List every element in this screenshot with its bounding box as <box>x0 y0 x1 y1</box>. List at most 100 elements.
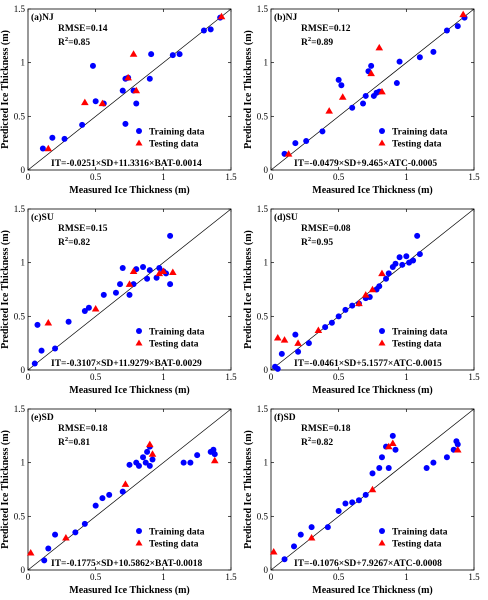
r2-value: =0.95 <box>311 238 333 248</box>
rmse-text: RMSE=0.15 <box>58 224 108 234</box>
y-axis-title: Predicted Ice Thickness (m) <box>0 230 11 349</box>
r2-value: =0.82 <box>68 238 90 248</box>
training-point <box>342 306 349 313</box>
training-point <box>324 524 331 531</box>
training-point <box>368 62 375 69</box>
y-tick-label: 0 <box>264 365 269 375</box>
training-point <box>133 100 140 107</box>
one-to-one-line <box>27 8 232 171</box>
rmse-text: RMSE=0.08 <box>301 224 351 234</box>
training-point <box>149 456 156 463</box>
panel-label: (f)SD <box>274 412 296 423</box>
training-point <box>396 254 403 261</box>
plot-frame <box>27 8 232 171</box>
testing-point <box>129 267 138 274</box>
y-tick-label: 0.5 <box>257 511 269 521</box>
training-point <box>360 100 367 107</box>
y-axis-title: Predicted Ice Thickness (m) <box>0 30 11 149</box>
testing-point <box>81 98 89 106</box>
x-tick-label: 0 <box>269 172 274 182</box>
training-point <box>369 470 376 477</box>
training-point <box>148 51 155 58</box>
x-tick-label: 1.5 <box>225 172 237 182</box>
testing-point <box>169 268 177 276</box>
r2-prefix: R <box>301 238 308 248</box>
r2-superscript: 2 <box>308 236 311 243</box>
x-tick-label: 0.5 <box>333 572 345 582</box>
legend-testing-marker <box>135 139 143 146</box>
training-point <box>49 134 56 141</box>
r2-superscript: 2 <box>308 436 311 443</box>
training-point <box>335 76 342 83</box>
training-point <box>180 459 187 466</box>
x-tick-label: 0.5 <box>90 572 102 582</box>
training-point <box>385 270 392 277</box>
training-point <box>169 52 176 59</box>
legend-training-label: Training data <box>392 528 448 538</box>
legend-testing-marker <box>135 339 143 346</box>
regression-equation: IT=-0.0461×SD+5.1577×ATC-0.0015 <box>294 359 442 369</box>
training-point <box>153 274 160 281</box>
y-tick-label: 1 <box>21 258 26 268</box>
r2-prefix: R <box>58 38 65 48</box>
training-point <box>72 529 79 536</box>
testing-point <box>368 485 377 493</box>
legend-testing-label: Testing data <box>392 540 442 550</box>
x-tick-label: 0.5 <box>90 372 102 382</box>
x-tick-label: 1.5 <box>225 572 237 582</box>
testing-point <box>146 440 154 448</box>
training-point <box>126 461 133 468</box>
legend-training-marker <box>136 528 142 534</box>
rmse-text: RMSE=0.12 <box>301 24 351 34</box>
rmse-text: RMSE=0.14 <box>58 24 108 34</box>
training-point <box>303 138 310 145</box>
panel-label: (e)SD <box>31 412 54 423</box>
y-tick-label: 0 <box>21 365 26 375</box>
training-point <box>45 545 52 552</box>
training-point <box>393 80 400 87</box>
training-point <box>383 275 390 282</box>
testing-point <box>378 269 386 277</box>
training-point <box>61 135 68 142</box>
r2-superscript: 2 <box>65 36 68 43</box>
training-point <box>443 454 450 461</box>
x-tick-label: 1.5 <box>225 372 237 382</box>
training-point <box>81 307 88 314</box>
training-point <box>200 27 207 34</box>
training-point <box>52 345 59 352</box>
y-tick-label: 0.5 <box>257 311 269 321</box>
panel-label: (b)NJ <box>274 12 297 23</box>
training-point <box>416 54 423 61</box>
rmse-text: RMSE=0.18 <box>301 424 351 434</box>
r2-value: =0.89 <box>311 38 333 48</box>
r2-text: R2=0.81 <box>58 436 90 448</box>
panel-5: 00 0.5 0.5 1 1 1.5 1.5 Measured Ice Thickness (… <box>0 404 237 596</box>
y-axis-title: Predicted Ice Thickness (m) <box>243 230 254 349</box>
testing-point <box>44 144 53 152</box>
training-point <box>85 304 92 311</box>
x-tick-label: 0 <box>26 172 31 182</box>
legend-testing-label: Testing data <box>149 540 199 550</box>
r2-prefix: R <box>301 38 308 48</box>
x-tick-label: 1.5 <box>468 372 480 382</box>
x-tick-label: 0.5 <box>333 172 345 182</box>
testing-point <box>453 445 462 453</box>
testing-point <box>375 43 384 51</box>
training-point <box>41 557 48 564</box>
training-point <box>146 462 153 469</box>
rmse-text: RMSE=0.18 <box>58 424 108 434</box>
training-point <box>38 347 45 354</box>
training-point <box>308 524 315 531</box>
regression-equation: IT=-0.1775×SD+10.5862×BAT-0.0018 <box>51 559 202 569</box>
training-point <box>362 92 369 99</box>
y-tick-label: 0.5 <box>14 511 26 521</box>
testing-point <box>132 86 141 94</box>
y-tick-label: 0 <box>21 565 26 575</box>
training-point <box>443 27 450 34</box>
y-tick-label: 1.5 <box>14 204 26 214</box>
training-point <box>135 462 142 469</box>
r2-text: R2=0.82 <box>58 236 90 248</box>
training-point <box>126 291 133 298</box>
testing-point <box>284 150 293 157</box>
